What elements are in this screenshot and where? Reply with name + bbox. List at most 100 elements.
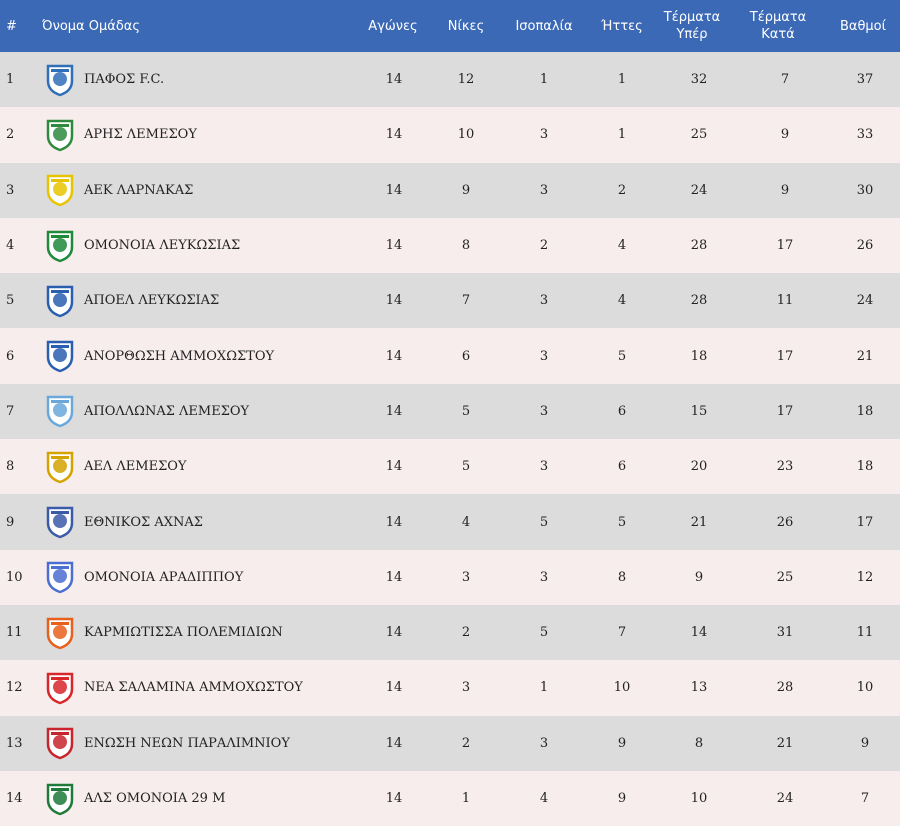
aris-crest-icon[interactable] [42, 107, 78, 162]
played-cell: 14 [385, 127, 403, 143]
won-cell: 12 [457, 72, 475, 88]
team-name-link[interactable]: ΑΕΛ ΛΕΜΕΣΟΥ [84, 459, 187, 475]
apollon-crest-icon[interactable] [42, 384, 78, 439]
lost-cell: 4 [617, 293, 627, 309]
goals-for-cell: 28 [690, 293, 708, 309]
points-cell: 37 [856, 72, 874, 88]
ethnikos-crest-icon[interactable] [42, 494, 78, 549]
played-cell: 14 [385, 72, 403, 88]
table-row[interactable]: 6 ΑΝΟΡΘΩΣΗ ΑΜΜΟΧΩΣΤΟΥ 14 6 3 5 18 17 21 [0, 328, 900, 384]
table-header: # Όνομα Ομάδας Αγώνες Νίκες Ισοπαλία Ήττ… [0, 0, 900, 52]
table-row[interactable]: 8 ΑΕΛ ΛΕΜΕΣΟΥ 14 5 3 6 20 23 18 [0, 439, 900, 495]
team-name-link[interactable]: ΚΑΡΜΙΩΤΙΣΣΑ ΠΟΛΕΜΙΔΙΩΝ [84, 625, 283, 641]
team-name-link[interactable]: ΑΠΟΕΛ ΛΕΥΚΩΣΙΑΣ [84, 293, 220, 309]
karmiotissa-crest-icon[interactable] [42, 605, 78, 660]
goals-for-cell: 20 [690, 459, 708, 475]
nea-salamina-crest-icon[interactable] [42, 660, 78, 715]
won-cell: 5 [461, 403, 471, 419]
aek-crest-icon[interactable] [42, 163, 78, 218]
team-name-link[interactable]: ΑΠΟΛΛΩΝΑΣ ΛΕΜΕΣΟΥ [84, 403, 250, 419]
lost-cell: 9 [617, 791, 627, 806]
omonoia-aradippou-crest-icon[interactable] [42, 550, 78, 605]
ael-crest-icon[interactable] [42, 439, 78, 494]
won-cell: 3 [461, 680, 471, 696]
lost-cell: 2 [617, 182, 627, 198]
played-cell: 14 [385, 791, 403, 806]
points-cell: 12 [856, 569, 874, 585]
header-won: Νίκες [447, 18, 485, 34]
table-row[interactable]: 3 ΑΕΚ ΛΑΡΝΑΚΑΣ 14 9 3 2 24 9 30 [0, 162, 900, 218]
drawn-cell: 3 [539, 182, 549, 198]
lost-cell: 5 [617, 514, 627, 530]
team-name-link[interactable]: ΕΝΩΣΗ ΝΕΩΝ ΠΑΡΑΛΙΜΝΙΟΥ [84, 735, 290, 751]
header-points: Βαθμοί [839, 18, 887, 34]
rank-cell: 12 [6, 680, 23, 696]
anorthosis-crest-icon[interactable] [42, 328, 78, 383]
team-name-link[interactable]: ΑΛΣ ΟΜΟΝΟΙΑ 29 Μ [84, 791, 226, 806]
rank-cell: 3 [6, 182, 15, 198]
table-row[interactable]: 14 ΑΛΣ ΟΜΟΝΟΙΑ 29 Μ 14 1 4 9 10 24 7 [0, 770, 900, 826]
team-name-link[interactable]: ΟΜΟΝΟΙΑ ΛΕΥΚΩΣΙΑΣ [84, 238, 241, 254]
team-name-link[interactable]: ΠΑΦΟΣ F.C. [84, 72, 165, 88]
table-row[interactable]: 10 ΟΜΟΝΟΙΑ ΑΡΑΔΙΠΠΟΥ 14 3 3 8 9 25 12 [0, 549, 900, 605]
goals-against-cell: 21 [776, 735, 794, 751]
team-name-link[interactable]: ΑΕΚ ΛΑΡΝΑΚΑΣ [84, 182, 194, 198]
goals-against-cell: 26 [776, 514, 794, 530]
lost-cell: 7 [617, 625, 627, 641]
table-row[interactable]: 2 ΑΡΗΣ ΛΕΜΕΣΟΥ 14 10 3 1 25 9 33 [0, 107, 900, 163]
pafos-crest-icon[interactable] [42, 52, 78, 107]
rank-cell: 8 [6, 459, 15, 475]
table-row[interactable]: 5 ΑΠΟΕΛ ΛΕΥΚΩΣΙΑΣ 14 7 3 4 28 11 24 [0, 273, 900, 329]
goals-for-cell: 15 [690, 403, 708, 419]
goals-for-cell: 9 [694, 569, 704, 585]
header-team: Όνομα Ομάδας [42, 18, 140, 34]
enp-crest-icon[interactable] [42, 716, 78, 771]
won-cell: 2 [461, 625, 471, 641]
team-name-link[interactable]: ΟΜΟΝΟΙΑ ΑΡΑΔΙΠΠΟΥ [84, 569, 244, 585]
goals-for-cell: 8 [694, 735, 704, 751]
als-omonoia-crest-icon[interactable] [42, 771, 78, 826]
table-row[interactable]: 13 ΕΝΩΣΗ ΝΕΩΝ ΠΑΡΑΛΙΜΝΙΟΥ 14 2 3 9 8 21 9 [0, 715, 900, 771]
rank-cell: 6 [6, 348, 15, 364]
played-cell: 14 [385, 735, 403, 751]
omonoia-crest-icon[interactable] [42, 218, 78, 273]
header-played: Αγώνες [368, 18, 418, 34]
won-cell: 1 [461, 791, 471, 806]
table-row[interactable]: 11 ΚΑΡΜΙΩΤΙΣΣΑ ΠΟΛΕΜΙΔΙΩΝ 14 2 5 7 14 31 11 [0, 604, 900, 661]
points-cell: 21 [856, 348, 874, 364]
header-goals-for: Τέρματα Υπέρ [663, 10, 721, 42]
points-cell: 10 [856, 680, 874, 696]
table-row[interactable]: 7 ΑΠΟΛΛΩΝΑΣ ΛΕΜΕΣΟΥ 14 5 3 6 15 17 18 [0, 383, 900, 440]
team-name-link[interactable]: ΑΝΟΡΘΩΣΗ ΑΜΜΟΧΩΣΤΟΥ [84, 348, 275, 364]
apoel-crest-icon[interactable] [42, 273, 78, 328]
points-cell: 11 [856, 625, 874, 641]
won-cell: 10 [457, 127, 475, 143]
drawn-cell: 2 [539, 238, 549, 254]
table-row[interactable]: 4 ΟΜΟΝΟΙΑ ΛΕΥΚΩΣΙΑΣ 14 8 2 4 28 17 26 [0, 217, 900, 274]
table-row[interactable]: 9 ΕΘΝΙΚΟΣ ΑΧΝΑΣ 14 4 5 5 21 26 17 [0, 494, 900, 550]
rank-cell: 10 [6, 569, 23, 585]
goals-against-cell: 28 [776, 680, 794, 696]
lost-cell: 8 [617, 569, 627, 585]
lost-cell: 1 [617, 127, 627, 143]
drawn-cell: 5 [539, 514, 549, 530]
played-cell: 14 [385, 680, 403, 696]
team-name-link[interactable]: ΑΡΗΣ ΛΕΜΕΣΟΥ [84, 127, 197, 143]
table-row[interactable]: 1 ΠΑΦΟΣ F.C. 14 12 1 1 32 7 37 [0, 52, 900, 108]
points-cell: 9 [860, 735, 870, 751]
header-lost: Ήττες [601, 18, 643, 34]
points-cell: 30 [856, 182, 874, 198]
drawn-cell: 3 [539, 403, 549, 419]
rank-cell: 7 [6, 403, 15, 419]
table-row[interactable]: 12 ΝΕΑ ΣΑΛΑΜΙΝΑ ΑΜΜΟΧΩΣΤΟΥ 14 3 1 10 13 28 10 [0, 660, 900, 716]
team-name-link[interactable]: ΕΘΝΙΚΟΣ ΑΧΝΑΣ [84, 514, 203, 530]
goals-for-cell: 28 [690, 238, 708, 254]
won-cell: 3 [461, 569, 471, 585]
drawn-cell: 1 [539, 72, 549, 88]
rank-cell: 2 [6, 127, 15, 143]
goals-for-cell: 10 [690, 791, 708, 806]
goals-against-cell: 31 [776, 625, 794, 641]
header-drawn: Ισοπαλία [515, 18, 573, 34]
team-name-link[interactable]: ΝΕΑ ΣΑΛΑΜΙΝΑ ΑΜΜΟΧΩΣΤΟΥ [84, 680, 303, 696]
